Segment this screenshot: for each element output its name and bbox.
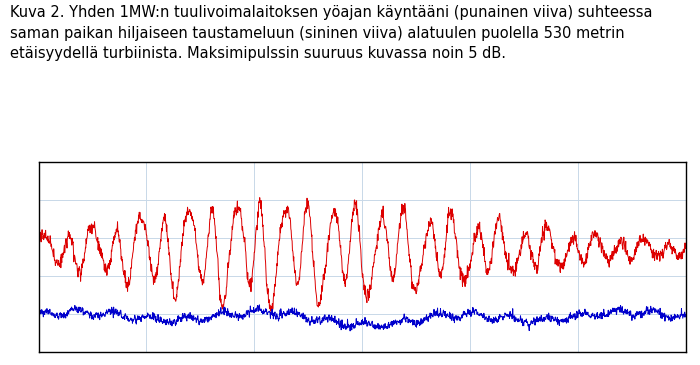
Text: Kuva 2. Yhden 1MW:n tuulivoimalaitoksen yöajan käyntääni (punainen viiva) suhtee: Kuva 2. Yhden 1MW:n tuulivoimalaitoksen …	[10, 5, 653, 61]
